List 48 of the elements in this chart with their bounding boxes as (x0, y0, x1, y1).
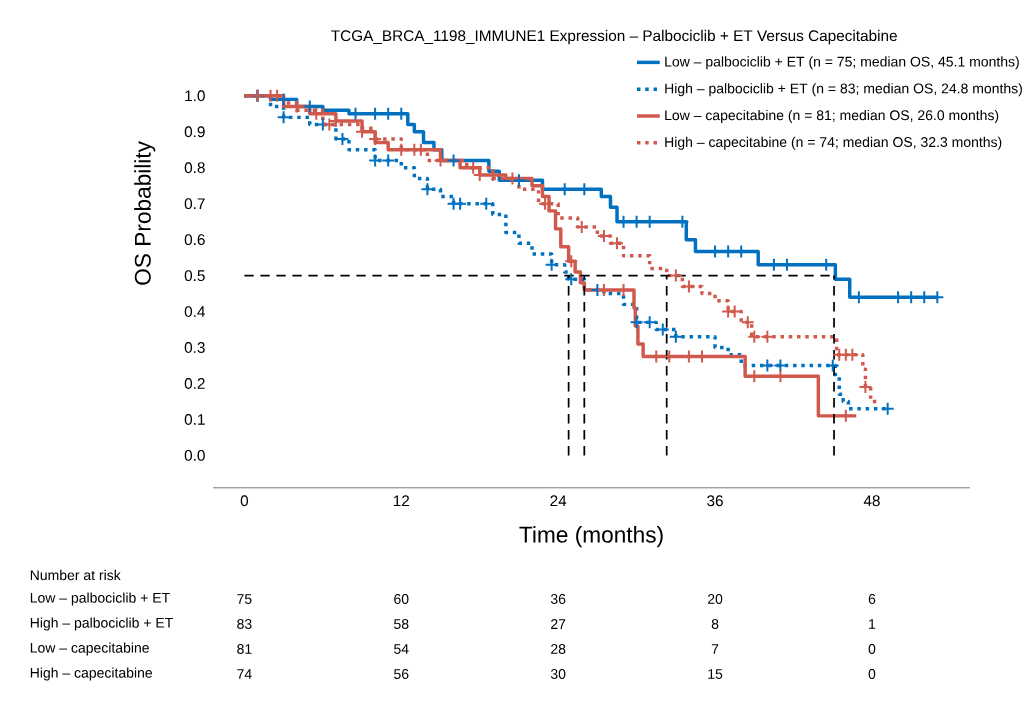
legend-label: Low – palbociclib + ET (n = 75; median OS, 45.1 months) (665, 56, 1019, 70)
text: 27 (551, 619, 566, 629)
y-axis-title: OS Probability (134, 141, 156, 285)
legend-label: Low – capecitabine (n = 81; median OS, 26.0 months) (665, 109, 999, 123)
text: 20 (707, 594, 723, 604)
y-tick-label: 0.5 (184, 270, 205, 282)
x-tick-label: 36 (707, 495, 723, 507)
text: 58 (394, 619, 409, 629)
text: 75 (237, 594, 252, 604)
x-tick-label: 0 (240, 495, 249, 507)
legend-label: High – capecitabine (n = 74; median OS, 32.3 months) (665, 136, 1002, 150)
text: 60 (394, 594, 409, 604)
y-tick-label: 0.8 (184, 162, 205, 174)
x-tick-label: 48 (863, 495, 880, 507)
y-tick-label: 0.2 (184, 378, 205, 389)
text: 28 (551, 644, 566, 654)
text: 36 (550, 594, 566, 604)
text: 6 (868, 594, 876, 604)
y-tick-label: 0.9 (184, 126, 205, 138)
text: 0 (868, 644, 876, 654)
text: Low – palbociclib + ET (30, 592, 170, 606)
y-tick-label: 0.7 (184, 198, 205, 210)
text: Number at risk (30, 569, 121, 581)
x-tick-label: 12 (393, 495, 410, 507)
text: High – palbociclib + ET (30, 617, 173, 631)
text: 74 (237, 669, 252, 679)
text: Low – capecitabine (30, 642, 149, 656)
y-tick-label: 1.0 (185, 90, 205, 102)
x-axis-title: Time (months) (519, 526, 663, 548)
x-tick-label: 24 (550, 495, 567, 507)
y-tick-label: 0.1 (184, 414, 205, 425)
text: 7 (711, 644, 719, 654)
legend-label: High – palbociclib + ET (n = 83; median OS, 24.8 months) (665, 83, 1022, 97)
y-tick-label: 0.4 (184, 306, 205, 317)
text: 83 (237, 619, 252, 629)
text: 1 (869, 619, 876, 629)
text: 54 (394, 644, 409, 654)
text: 15 (708, 669, 723, 679)
text: 0 (868, 669, 876, 679)
text: 8 (711, 619, 719, 629)
text: 30 (550, 669, 566, 679)
text: 81 (237, 644, 252, 654)
chart-title: TCGA_BRCA_1198_IMMUNE1 Expression – Palbociclib + ET Versus Capecitabine (331, 29, 897, 45)
text: 56 (394, 669, 409, 679)
text: High – capecitabine (30, 667, 153, 681)
y-tick-label: 0.3 (184, 342, 205, 353)
y-tick-label: 0.6 (184, 234, 205, 246)
y-tick-label: 0.0 (184, 450, 205, 461)
